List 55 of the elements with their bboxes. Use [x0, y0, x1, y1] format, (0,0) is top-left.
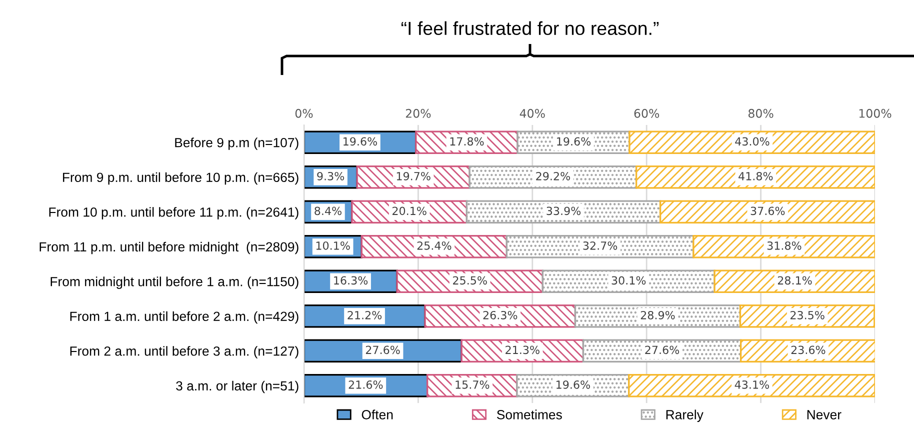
data-label: 25.4%: [417, 241, 452, 250]
bar: [659, 200, 875, 224]
x-tick-label: 40%: [520, 108, 545, 118]
data-label: 41.8%: [738, 172, 773, 180]
data-label: 21.6%: [348, 380, 383, 389]
data-label: 23.5%: [790, 310, 824, 320]
data-label: 32.7%: [583, 241, 618, 250]
legend-label: Never: [807, 410, 842, 420]
data-label: 27.6%: [366, 346, 400, 354]
y-tick-label: From 10 p.m. until before 11 p.m. (n=2641): [49, 207, 298, 220]
y-tick-label: Before 9 p.m (n=107): [175, 138, 298, 150]
x-tick-label: 20%: [406, 108, 431, 118]
y-tick-label: From midnight until before 1 a.m. (n=1150): [50, 276, 298, 289]
data-label: 30.1%: [612, 276, 646, 285]
y-tick-label: From 1 a.m. until before 2 a.m. (n=429): [70, 311, 298, 324]
chart-title: “I feel frustrated for no reason.”: [401, 21, 659, 36]
data-label: 17.8%: [450, 137, 484, 146]
bar: [628, 130, 875, 154]
y-tick-label: From 2 a.m. until before 3 a.m. (n=127): [70, 346, 298, 358]
y-tick-label: 3 a.m. or later (n=51): [176, 380, 298, 394]
data-label: 31.8%: [767, 241, 802, 250]
bar: [635, 166, 875, 189]
data-label: 21.2%: [348, 310, 382, 320]
x-tick-label: 0%: [295, 108, 313, 118]
data-label: 33.9%: [546, 206, 581, 216]
data-label: 8.4%: [314, 206, 342, 216]
data-label: 43.1%: [734, 380, 769, 389]
data-label: 10.1%: [316, 241, 350, 250]
data-label: 21.3%: [506, 346, 540, 354]
data-label: 29.2%: [536, 172, 570, 180]
y-tick-label: From 9 p.m. until before 10 p.m. (n=665): [63, 172, 298, 185]
data-label: 16.3%: [334, 276, 368, 285]
data-label: 26.3%: [483, 310, 518, 320]
data-label: 28.1%: [778, 276, 812, 285]
legend-label: Often: [362, 410, 393, 420]
bar: [628, 374, 875, 398]
legend-label: Sometimes: [496, 410, 562, 420]
data-label: 20.1%: [392, 206, 426, 216]
data-label: 19.6%: [344, 137, 377, 146]
legend-label: Rarely: [666, 410, 704, 422]
data-label: 19.6%: [556, 380, 590, 389]
x-tick-label: 80%: [748, 108, 774, 118]
data-label: 9.3%: [317, 172, 344, 180]
data-label: 43.0%: [735, 137, 770, 146]
x-tick-label: 60%: [634, 108, 660, 118]
data-label: 37.6%: [750, 206, 785, 216]
data-label: 27.6%: [645, 346, 680, 354]
data-label: 23.6%: [791, 346, 826, 354]
y-tick-label: From 11 p.m. until before midnight (n=2809): [40, 242, 298, 254]
data-label: 25.5%: [453, 276, 487, 285]
data-label: 28.9%: [640, 310, 675, 320]
x-tick-label: 100%: [859, 108, 892, 118]
data-label: 19.7%: [396, 172, 430, 180]
data-label: 19.6%: [557, 137, 591, 146]
data-label: 15.7%: [456, 380, 490, 389]
